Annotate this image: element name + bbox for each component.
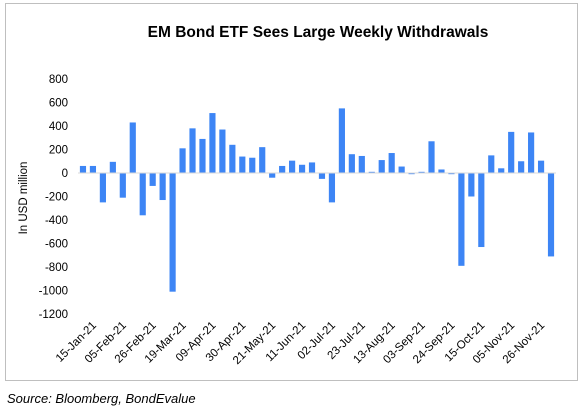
bar	[318, 173, 326, 179]
bar	[89, 165, 97, 173]
bar	[498, 168, 505, 173]
y-tick-label: -800	[45, 262, 68, 274]
bar	[149, 173, 156, 186]
y-tick-label: 800	[49, 74, 68, 86]
y-tick-label: -600	[45, 239, 68, 251]
bar	[179, 148, 186, 173]
bar	[518, 161, 525, 173]
y-tick-label: 600	[49, 98, 68, 110]
bar	[139, 173, 146, 216]
chart-title: EM Bond ETF Sees Large Weekly Withdrawal…	[148, 24, 489, 41]
bar	[279, 165, 286, 173]
bar	[109, 161, 116, 173]
bar	[209, 113, 216, 173]
bar	[528, 132, 535, 173]
source-note: Source: Bloomberg, BondEvalue	[7, 391, 196, 406]
y-tick-label: -1000	[39, 286, 68, 298]
bar	[428, 141, 435, 173]
y-tick-label: 200	[49, 145, 68, 157]
bar	[358, 155, 365, 173]
bar	[189, 128, 196, 173]
bar	[368, 171, 375, 173]
bar	[438, 169, 445, 173]
x-axis-ticks: 15-Jan-2105-Feb-2126-Feb-2119-Mar-2109-A…	[54, 320, 547, 367]
bar	[348, 154, 355, 173]
bar	[478, 173, 485, 248]
bar	[328, 173, 336, 203]
bar	[378, 160, 385, 173]
bar	[418, 171, 425, 173]
y-tick-label: -1200	[39, 309, 68, 321]
bar	[488, 155, 495, 174]
y-axis-label: In USD million	[18, 162, 30, 235]
bar	[458, 173, 465, 266]
y-axis-ticks: 800 600 400 200 0 -200 -400 -600 -800 -1000 -1200	[39, 74, 68, 321]
bars	[79, 108, 555, 292]
bar	[129, 122, 136, 173]
bar	[119, 173, 126, 198]
y-tick-label: 400	[49, 121, 68, 133]
bar	[289, 160, 296, 173]
bar	[408, 173, 415, 175]
bar	[398, 166, 405, 173]
bar	[219, 129, 226, 173]
bar	[308, 162, 316, 173]
bar	[259, 147, 266, 173]
y-tick-label: 0	[62, 168, 68, 180]
bar	[388, 153, 395, 173]
bar	[159, 173, 166, 201]
bar	[249, 157, 256, 173]
bar	[269, 173, 276, 178]
bar	[547, 173, 555, 257]
y-tick-label: -200	[45, 192, 68, 204]
bar	[199, 138, 206, 173]
bar	[239, 156, 246, 173]
bar	[79, 165, 87, 173]
bar	[298, 164, 306, 173]
bar	[338, 108, 345, 174]
bar	[169, 173, 176, 292]
bar	[448, 173, 455, 175]
bar	[229, 144, 236, 173]
y-tick-label: -400	[45, 215, 68, 227]
bar	[537, 160, 545, 173]
bar	[508, 131, 515, 174]
bar	[468, 173, 475, 197]
bar	[99, 173, 106, 203]
chart-frame: EM Bond ETF Sees Large Weekly Withdrawal…	[5, 3, 578, 381]
bar-chart: EM Bond ETF Sees Large Weekly Withdrawal…	[18, 24, 556, 367]
